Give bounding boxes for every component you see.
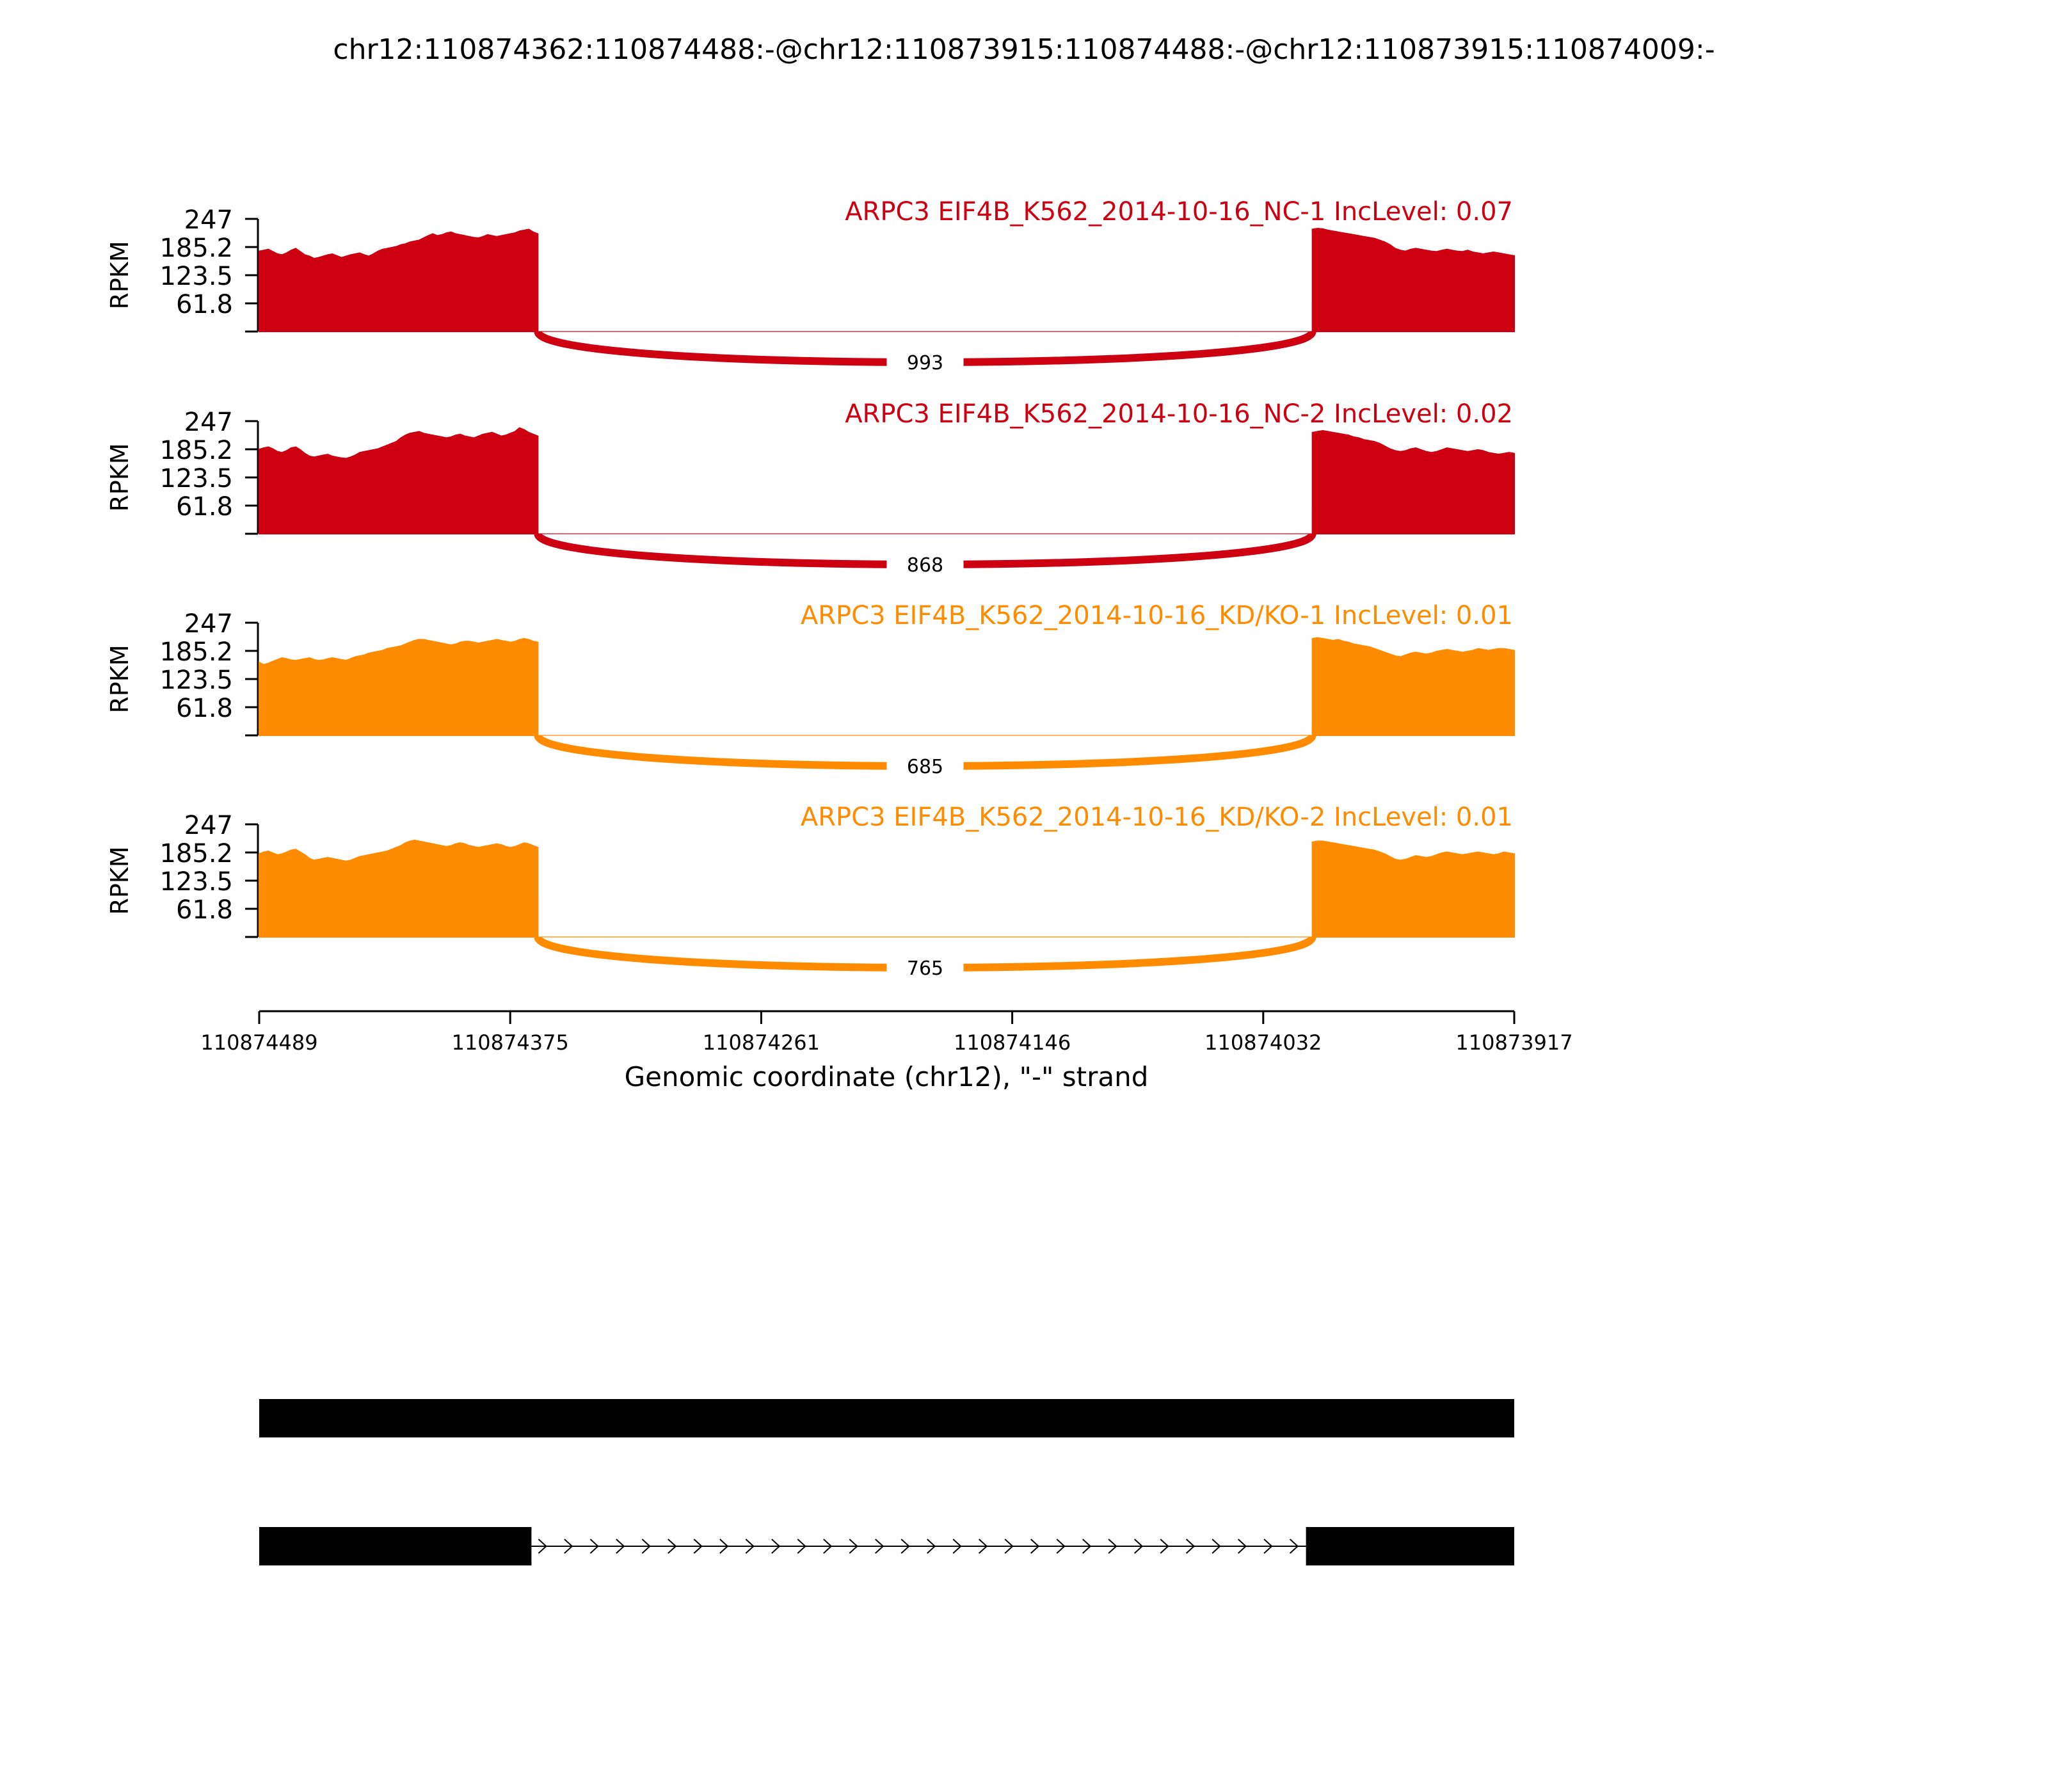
intron-direction-arrow	[668, 1539, 677, 1554]
intron-direction-arrow	[1237, 1539, 1247, 1554]
y-tick-label: 61.8	[176, 694, 233, 723]
coverage-area-exon1	[259, 637, 539, 736]
coverage-area-exon2	[1311, 429, 1515, 534]
intron-direction-arrow	[1030, 1539, 1040, 1554]
intron-direction-arrow	[1185, 1539, 1196, 1554]
y-axis-label: RPKM	[106, 241, 134, 309]
intron-direction-arrow	[693, 1539, 703, 1554]
x-tick-label: 110874261	[703, 1030, 820, 1055]
intron-direction-arrow	[641, 1539, 651, 1554]
coverage-area-exon2	[1311, 840, 1515, 938]
intron-direction-arrow	[1108, 1539, 1117, 1554]
y-tick-label: 185.2	[159, 839, 233, 868]
coverage-area-exon1	[259, 427, 539, 534]
y-axis-label: RPKM	[106, 443, 134, 511]
junction-label-bg	[886, 348, 964, 374]
intron-direction-arrow	[1160, 1539, 1169, 1554]
sample-label: ARPC3 EIF4B_K562_2014-10-16_KD/KO-1 IncL…	[801, 601, 1513, 630]
junction-label-bg	[886, 954, 964, 979]
sample-label: ARPC3 EIF4B_K562_2014-10-16_NC-2 IncLeve…	[845, 399, 1513, 429]
x-axis-label: Genomic coordinate (chr12), "-" strand	[625, 1061, 1149, 1092]
intron-direction-arrow	[616, 1539, 625, 1554]
y-tick-label: 247	[184, 609, 233, 639]
x-tick-label: 110874489	[200, 1030, 317, 1055]
junction-count: 685	[907, 756, 943, 778]
coverage-area-exon2	[1311, 637, 1515, 736]
intron-direction-arrow	[1056, 1539, 1066, 1554]
figure-title: chr12:110874362:110874488:-@chr12:110873…	[333, 33, 1715, 66]
intron-direction-arrow	[927, 1539, 936, 1554]
x-tick-label: 110873917	[1455, 1030, 1572, 1055]
intron-direction-arrow	[1082, 1539, 1092, 1554]
intron-direction-arrow	[979, 1539, 988, 1554]
intron-direction-arrow	[719, 1539, 729, 1554]
intron-direction-arrow	[771, 1539, 781, 1554]
coverage-area-exon2	[1311, 227, 1515, 332]
intron-direction-arrow	[538, 1539, 547, 1554]
intron-direction-arrow	[1004, 1539, 1014, 1554]
x-tick-label: 110874375	[452, 1030, 569, 1055]
y-tick-label: 185.2	[159, 234, 233, 263]
y-axis-label: RPKM	[106, 644, 134, 713]
intron-direction-arrow	[875, 1539, 884, 1554]
gene-model-exon	[259, 1399, 1514, 1437]
intron-direction-arrow	[900, 1539, 910, 1554]
intron-direction-arrow	[1212, 1539, 1221, 1554]
junction-count: 993	[907, 352, 943, 374]
x-tick-label: 110874146	[954, 1030, 1071, 1055]
intron-direction-arrow	[849, 1539, 858, 1554]
intron-direction-arrow	[745, 1539, 755, 1554]
intron-direction-arrow	[564, 1539, 573, 1554]
gene-models	[259, 1399, 1514, 1565]
y-tick-label: 123.5	[159, 867, 233, 897]
y-tick-label: 123.5	[159, 262, 233, 291]
coverage-area-exon1	[259, 839, 539, 938]
sample-label: ARPC3 EIF4B_K562_2014-10-16_NC-1 IncLeve…	[845, 197, 1513, 227]
y-tick-label: 123.5	[159, 666, 233, 695]
gene-model-exon	[259, 1527, 532, 1565]
intron-direction-arrow	[589, 1539, 599, 1554]
y-tick-label: 247	[184, 408, 233, 437]
coverage-area-exon1	[259, 228, 539, 332]
genomic-x-axis: 110874489 110874375 110874261 110874146 1108…	[200, 1010, 1573, 1092]
intron-direction-arrow	[823, 1539, 833, 1554]
intron-direction-arrow	[797, 1539, 806, 1554]
junction-label-bg	[886, 752, 964, 778]
junction-label-bg	[886, 550, 964, 576]
junction-count: 868	[907, 554, 943, 577]
y-tick-label: 61.8	[176, 290, 233, 319]
intron-direction-arrow	[1133, 1539, 1144, 1554]
y-tick-label: 61.8	[176, 895, 233, 925]
y-tick-label: 247	[184, 205, 233, 235]
y-tick-label: 61.8	[176, 492, 233, 522]
sample-label: ARPC3 EIF4B_K562_2014-10-16_KD/KO-2 IncL…	[801, 803, 1513, 832]
junction-count: 765	[907, 957, 943, 980]
y-tick-label: 185.2	[159, 436, 233, 465]
y-tick-label: 185.2	[159, 637, 233, 667]
y-tick-label: 247	[184, 811, 233, 840]
x-tick-label: 110874032	[1204, 1030, 1322, 1055]
intron-direction-arrow	[952, 1539, 962, 1554]
intron-direction-arrow	[1289, 1539, 1299, 1554]
y-axis-label: RPKM	[106, 846, 134, 915]
intron-direction-arrow	[1263, 1539, 1273, 1554]
y-tick-label: 123.5	[159, 464, 233, 493]
gene-model-exon	[1306, 1527, 1514, 1565]
